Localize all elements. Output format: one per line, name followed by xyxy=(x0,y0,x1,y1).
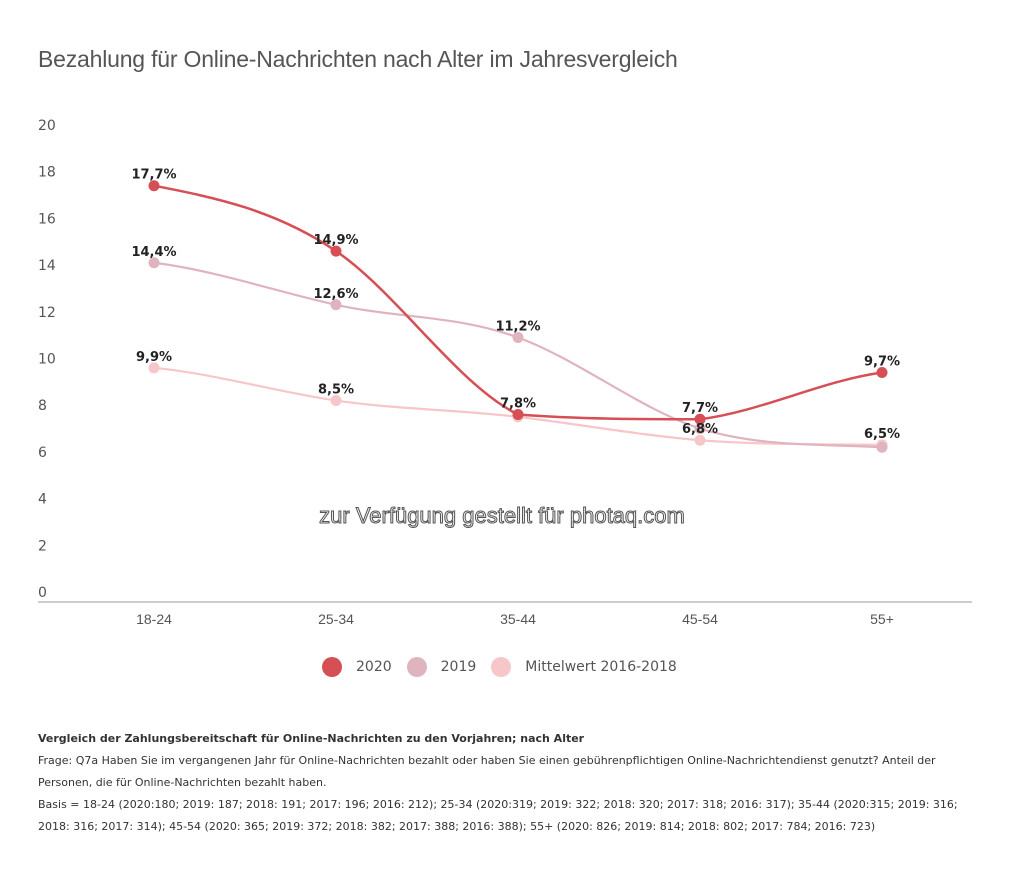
data-label: 8,5% xyxy=(318,383,354,398)
legend-swatch-icon xyxy=(322,657,342,677)
legend-label: Mittelwert 2016-2018 xyxy=(525,659,677,675)
notes-question: Frage: Q7a Haben Sie im vergangenen Jahr… xyxy=(38,754,936,789)
data-label: 9,9% xyxy=(136,350,172,365)
y-tick-label: 16 xyxy=(38,211,56,227)
y-tick-label: 0 xyxy=(38,585,47,601)
y-tick-label: 20 xyxy=(38,118,56,134)
y-tick-label: 12 xyxy=(38,305,56,321)
legend-label: 2019 xyxy=(440,659,477,675)
notes-basis: Basis = 18-24 (2020:180; 2019: 187; 2018… xyxy=(38,798,958,833)
watermark: zur Verfügung gestellt für photaq.com xyxy=(319,503,685,528)
y-tick-label: 6 xyxy=(38,445,47,461)
data-point-2020[interactable] xyxy=(330,245,342,257)
data-point-2020[interactable] xyxy=(148,180,160,192)
data-label: 9,7% xyxy=(864,355,900,370)
x-tick-label: 18-24 xyxy=(136,611,172,627)
data-point-mittelwert-2016-2018[interactable] xyxy=(330,395,342,407)
data-label: 14,9% xyxy=(313,233,358,248)
x-tick-label: 25-34 xyxy=(318,611,354,627)
y-tick-label: 14 xyxy=(38,258,56,274)
y-tick-label: 18 xyxy=(38,165,56,181)
data-labels: 17,7% 14,9% 7,8% 7,7% 9,7% 14,4% 12,6% 11,2% 9,9… xyxy=(131,168,900,442)
x-axis: 18-24 25-34 35-44 45-54 55+ xyxy=(136,611,894,627)
data-point-mittelwert-2016-2018[interactable] xyxy=(148,362,160,374)
data-point-mittelwert-2016-2018[interactable] xyxy=(694,434,706,446)
legend: 2020 2019 Mittelwert 2016-2018 xyxy=(322,657,692,677)
data-point-2020[interactable] xyxy=(694,413,706,425)
y-tick-label: 10 xyxy=(38,352,56,368)
data-label: 6,5% xyxy=(864,427,900,442)
y-tick-label: 2 xyxy=(38,538,47,554)
data-label: 17,7% xyxy=(131,168,176,183)
line-chart: 0 2 4 6 8 10 12 14 16 18 20 18-24 25-34 35-44 45-54 55… xyxy=(38,118,972,627)
legend-item[interactable]: 2020 xyxy=(322,657,392,677)
data-label: 6,8% xyxy=(682,422,718,437)
legend-swatch-icon xyxy=(491,657,512,677)
legend-label: 2020 xyxy=(356,659,392,675)
y-axis: 0 2 4 6 8 10 12 14 16 18 20 xyxy=(38,118,56,601)
legend-item[interactable]: 2019 xyxy=(406,657,477,677)
data-point-2019[interactable] xyxy=(694,423,706,435)
data-point-2020[interactable] xyxy=(876,367,888,379)
series-group xyxy=(148,180,888,453)
chart-notes: Vergleich der Zahlungsbereitschaft für O… xyxy=(38,728,988,838)
legend-swatch-icon xyxy=(406,657,427,677)
data-label: 12,6% xyxy=(313,287,358,302)
y-tick-label: 8 xyxy=(38,398,47,414)
notes-heading: Vergleich der Zahlungsbereitschaft für O… xyxy=(38,732,585,745)
data-point-2020[interactable] xyxy=(512,409,524,421)
chart-title: Bezahlung für Online-Nachrichten nach Al… xyxy=(38,46,678,72)
series-line-2020 xyxy=(153,184,883,421)
data-label: 7,7% xyxy=(682,401,718,416)
legend-item[interactable]: Mittelwert 2016-2018 xyxy=(491,657,677,677)
data-point-2019[interactable] xyxy=(876,441,888,453)
data-point-2019[interactable] xyxy=(330,299,342,311)
data-label: 7,8% xyxy=(500,397,536,412)
x-tick-label: 55+ xyxy=(870,611,894,627)
x-tick-label: 45-54 xyxy=(682,611,718,627)
y-tick-label: 4 xyxy=(38,492,47,508)
data-label: 14,4% xyxy=(131,245,176,260)
data-point-2019[interactable] xyxy=(512,331,524,343)
data-label: 11,2% xyxy=(495,319,540,334)
x-tick-label: 35-44 xyxy=(500,611,536,627)
data-point-2019[interactable] xyxy=(148,257,160,269)
